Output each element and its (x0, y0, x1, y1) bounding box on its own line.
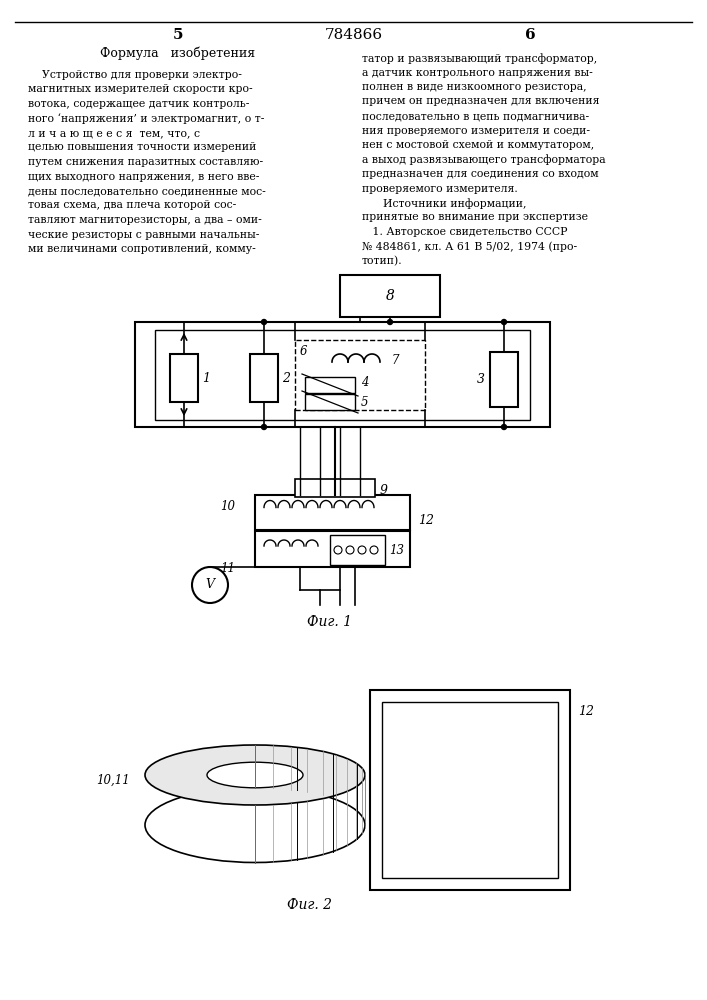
Text: вотока, содержащее датчик контроль-: вотока, содержащее датчик контроль- (28, 99, 250, 109)
Circle shape (262, 320, 267, 324)
Text: V: V (206, 578, 214, 591)
Text: 3: 3 (477, 373, 485, 386)
Text: 2: 2 (282, 371, 290, 384)
Text: ми величинами сопротивлений, комму-: ми величинами сопротивлений, комму- (28, 244, 256, 254)
Text: причем он предназначен для включения: причем он предназначен для включения (362, 97, 600, 106)
Text: Источники информации,: Источники информации, (362, 198, 527, 209)
Text: путем снижения паразитных составляю-: путем снижения паразитных составляю- (28, 157, 263, 167)
Ellipse shape (207, 762, 303, 788)
Text: 10,11: 10,11 (96, 774, 130, 786)
Text: Фиг. 1: Фиг. 1 (308, 615, 353, 629)
Text: дены последовательно соединенные мос-: дены последовательно соединенные мос- (28, 186, 266, 196)
Text: принятые во внимание при экспертизе: принятые во внимание при экспертизе (362, 213, 588, 223)
Text: Фиг. 2: Фиг. 2 (288, 898, 332, 912)
Text: 8: 8 (385, 289, 395, 303)
Text: ния проверяемого измерителя и соеди-: ния проверяемого измерителя и соеди- (362, 125, 590, 135)
Bar (135, 322, 550, 427)
Text: тотип).: тотип). (362, 256, 402, 266)
Text: ческие резисторы с равными начальны-: ческие резисторы с равными начальны- (28, 230, 259, 239)
Circle shape (501, 424, 506, 430)
Text: 12: 12 (418, 514, 434, 526)
Text: 5: 5 (361, 395, 368, 408)
Text: 12: 12 (578, 705, 594, 718)
Bar (330, 535, 385, 565)
Circle shape (387, 320, 392, 324)
Ellipse shape (145, 745, 365, 805)
Bar (382, 702, 558, 878)
Text: 784866: 784866 (325, 28, 383, 42)
Bar (305, 377, 355, 393)
Text: татор и развязывающий трансформатор,: татор и развязывающий трансформатор, (362, 53, 597, 64)
Bar (295, 340, 425, 410)
Bar (370, 690, 570, 890)
Text: 4: 4 (361, 376, 368, 389)
Text: полнен в виде низкоомного резистора,: полнен в виде низкоомного резистора, (362, 82, 587, 92)
Text: 1: 1 (202, 371, 210, 384)
Text: 5: 5 (173, 28, 183, 42)
Text: целью повышения точности измерений: целью повышения точности измерений (28, 142, 257, 152)
Bar (490, 352, 518, 407)
Circle shape (262, 424, 267, 430)
Text: 7: 7 (392, 354, 399, 366)
Text: Устройство для проверки электро-: Устройство для проверки электро- (28, 70, 242, 80)
Bar (170, 354, 198, 402)
Text: 11: 11 (220, 562, 235, 575)
Text: нен с мостовой схемой и коммутатором,: нен с мостовой схемой и коммутатором, (362, 140, 595, 150)
Text: 10: 10 (220, 500, 235, 513)
Bar (305, 394, 355, 410)
Bar (250, 354, 278, 402)
Text: л и ч а ю щ е е с я  тем, что, с: л и ч а ю щ е е с я тем, что, с (28, 128, 200, 138)
Text: а датчик контрольного напряжения вы-: а датчик контрольного напряжения вы- (362, 68, 592, 78)
Text: тавляют магниторезисторы, а два – оми-: тавляют магниторезисторы, а два – оми- (28, 215, 262, 225)
Bar (255, 495, 410, 530)
Text: 6: 6 (300, 345, 308, 358)
Text: товая схема, два плеча которой сос-: товая схема, два плеча которой сос- (28, 200, 236, 211)
Text: 6: 6 (525, 28, 535, 42)
Bar (155, 330, 530, 420)
Bar (340, 275, 440, 317)
Text: проверяемого измерителя.: проверяемого измерителя. (362, 184, 518, 194)
Text: ного ‘напряжения’ и электромагнит, о т-: ного ‘напряжения’ и электромагнит, о т- (28, 113, 264, 124)
Text: последовательно в цепь подмагничива-: последовательно в цепь подмагничива- (362, 111, 589, 121)
Bar (255, 531, 410, 567)
Text: магнитных измерителей скорости кро-: магнитных измерителей скорости кро- (28, 85, 252, 95)
Text: № 484861, кл. А 61 В 5/02, 1974 (про-: № 484861, кл. А 61 В 5/02, 1974 (про- (362, 241, 577, 252)
Circle shape (501, 320, 506, 324)
Text: 13: 13 (389, 544, 404, 556)
Text: 1. Авторское свидетельство СССР: 1. Авторское свидетельство СССР (362, 227, 568, 237)
Text: щих выходного напряжения, в него вве-: щих выходного напряжения, в него вве- (28, 172, 259, 182)
Text: а выход развязывающего трансформатора: а выход развязывающего трансформатора (362, 154, 606, 165)
Text: предназначен для соединения со входом: предназначен для соединения со входом (362, 169, 599, 179)
Text: Формула   изобретения: Формула изобретения (100, 46, 255, 60)
Text: 9: 9 (380, 484, 388, 496)
Bar (295, 479, 375, 497)
